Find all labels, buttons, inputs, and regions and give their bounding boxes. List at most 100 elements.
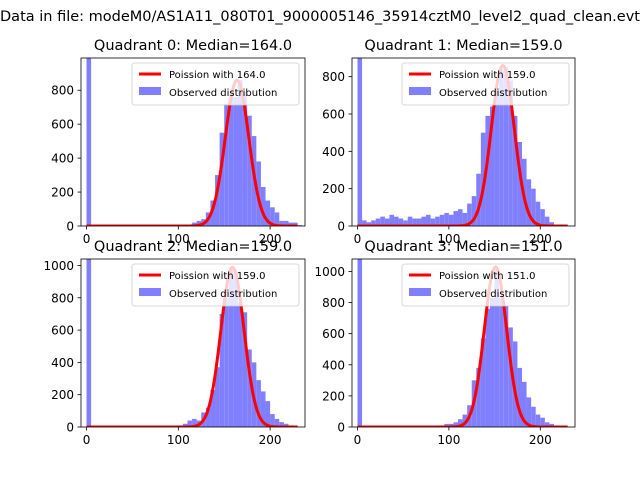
histogram-bar bbox=[228, 268, 234, 427]
histogram-bar bbox=[265, 200, 271, 226]
histogram-bar bbox=[279, 220, 284, 226]
histogram-bar bbox=[485, 115, 491, 226]
histogram-bar bbox=[426, 214, 431, 226]
histogram-bar bbox=[407, 216, 413, 226]
histogram-bar bbox=[526, 397, 532, 427]
figure-suptitle: Data in file: modeM0/AS1A11_080T01_90000… bbox=[0, 9, 640, 25]
x-tick-label: 0 bbox=[354, 232, 362, 246]
histogram-bar bbox=[448, 214, 454, 226]
panel-quadrant-0: 0 100 200 0 200 400 600 800 Quadrant 0: Median=1… bbox=[51, 38, 306, 246]
legend-fit-label: Poission with 159.0 bbox=[439, 70, 535, 81]
histogram-bar bbox=[503, 67, 509, 226]
histogram-bar bbox=[521, 381, 527, 427]
histogram-bar bbox=[508, 327, 513, 427]
histogram-bar bbox=[274, 212, 280, 226]
histogram-bar bbox=[237, 302, 243, 427]
histogram-bar bbox=[357, 259, 363, 427]
legend-observed-label: Observed distribution bbox=[169, 88, 277, 99]
histogram-bar bbox=[549, 423, 554, 427]
y-tick-label: 600 bbox=[322, 108, 345, 122]
histogram-bar bbox=[265, 401, 271, 427]
histogram-bar bbox=[430, 218, 436, 226]
panel-title: Quadrant 1: Median=159.0 bbox=[364, 38, 562, 54]
histogram-bar bbox=[540, 417, 545, 427]
histogram-bar bbox=[362, 220, 367, 226]
x-tick-label: 0 bbox=[83, 232, 91, 246]
histogram-bar bbox=[274, 418, 280, 427]
histogram-bar bbox=[283, 423, 289, 427]
axes-frame bbox=[80, 57, 306, 227]
histogram-bar bbox=[485, 308, 491, 427]
histogram-bar bbox=[412, 218, 417, 226]
legend-observed-label: Observed distribution bbox=[439, 88, 547, 99]
histogram-bar bbox=[237, 80, 243, 226]
legend-observed-label: Observed distribution bbox=[169, 289, 277, 300]
x-tick-label: 100 bbox=[167, 433, 190, 447]
legend: Poission with 159.0 Observed distribution bbox=[401, 62, 570, 106]
histogram-bar bbox=[453, 422, 459, 427]
legend-fit-label: Poission with 159.0 bbox=[169, 271, 265, 282]
panel-quadrant-2: 0 100 200 0 200 400 600 800 1000 Quadrant 2: Medi… bbox=[43, 239, 306, 447]
histogram-bar bbox=[535, 201, 541, 226]
histogram-bar bbox=[215, 367, 220, 427]
histogram-bar bbox=[270, 414, 275, 427]
y-tick-label: 200 bbox=[51, 186, 74, 200]
y-tick-label: 1000 bbox=[43, 259, 74, 273]
histogram-bar bbox=[544, 422, 550, 427]
histogram-bar bbox=[375, 218, 381, 226]
legend: Poission with 151.0 Observed distribution bbox=[401, 263, 570, 307]
histogram-bar bbox=[233, 273, 238, 427]
histogram-bar bbox=[394, 216, 399, 226]
histogram-bar bbox=[494, 91, 500, 226]
legend-frame bbox=[401, 62, 570, 106]
legend-observed-swatch bbox=[139, 87, 161, 95]
histogram-bar bbox=[242, 312, 248, 427]
histogram-bar bbox=[247, 115, 252, 226]
histogram-bar bbox=[86, 58, 92, 226]
histogram-bar bbox=[224, 103, 229, 226]
x-tick-label: 100 bbox=[437, 433, 460, 447]
histogram-bar bbox=[86, 259, 92, 427]
histogram-bar bbox=[187, 420, 193, 427]
legend-frame bbox=[131, 263, 300, 307]
histogram-bar bbox=[453, 211, 459, 226]
histogram-bar bbox=[297, 225, 303, 226]
legend-frame bbox=[401, 263, 570, 307]
histogram-bar bbox=[490, 106, 495, 226]
legend: Poission with 159.0 Observed distribution bbox=[131, 263, 300, 307]
y-tick-label: 800 bbox=[51, 291, 74, 305]
legend-observed-swatch bbox=[139, 288, 161, 296]
histogram-bar bbox=[439, 214, 445, 226]
y-tick-label: 0 bbox=[337, 220, 345, 234]
x-tick-label: 200 bbox=[259, 433, 282, 447]
histogram-bar bbox=[357, 58, 363, 226]
y-tick-label: 0 bbox=[337, 421, 345, 435]
y-tick-label: 400 bbox=[51, 152, 74, 166]
y-tick-label: 400 bbox=[322, 145, 345, 159]
histogram-bar bbox=[458, 419, 463, 427]
histogram-bar bbox=[398, 218, 404, 226]
histogram-bar bbox=[499, 297, 504, 427]
histogram-bar bbox=[389, 214, 395, 226]
histogram-bar bbox=[526, 179, 532, 226]
histogram-bar bbox=[210, 200, 216, 226]
y-tick-label: 800 bbox=[322, 296, 345, 310]
histogram-bar bbox=[366, 222, 372, 226]
histogram-bar bbox=[247, 349, 252, 427]
histogram-bar bbox=[219, 132, 225, 226]
histogram-bar bbox=[462, 212, 468, 226]
histogram-bar bbox=[283, 220, 289, 226]
legend-observed-label: Observed distribution bbox=[439, 289, 547, 300]
axes-frame bbox=[351, 258, 576, 428]
x-tick-label: 100 bbox=[167, 232, 190, 246]
histogram-bar bbox=[462, 414, 468, 427]
panel-title: Quadrant 0: Median=164.0 bbox=[94, 38, 292, 54]
histogram-bar bbox=[196, 220, 202, 226]
histogram-bar bbox=[490, 297, 495, 427]
y-tick-label: 400 bbox=[51, 356, 74, 370]
histogram-bar bbox=[531, 188, 536, 226]
histogram-bar bbox=[260, 186, 266, 226]
legend: Poission with 164.0 Observed distribution bbox=[131, 62, 300, 106]
x-tick-label: 200 bbox=[529, 232, 552, 246]
